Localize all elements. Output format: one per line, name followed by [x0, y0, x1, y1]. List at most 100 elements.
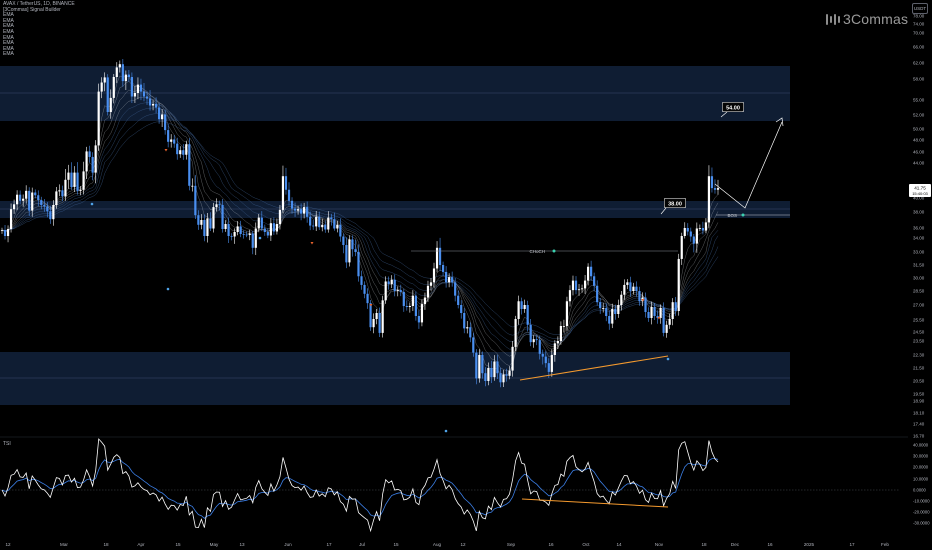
candle-body: [321, 224, 324, 228]
ema-line: [1, 89, 719, 366]
candle-body: [514, 319, 517, 347]
candle-body: [466, 327, 469, 329]
candle-body: [695, 228, 698, 244]
symbol-title[interactable]: AVAX / TetherUS, 1D, BINANCE: [3, 1, 75, 7]
candle-body: [22, 198, 25, 201]
candle-body: [133, 93, 137, 97]
time-tick-label: Apr: [137, 542, 145, 547]
resistance-zone: [0, 201, 790, 218]
candle-body: [493, 361, 496, 378]
price-tick-label: 25.50: [913, 318, 925, 323]
time-tick-label: Feb: [881, 542, 889, 547]
candle-body: [375, 313, 378, 319]
ema-label[interactable]: EMA: [3, 17, 14, 24]
tsi-panel: [0, 436, 908, 533]
candle-body: [460, 305, 463, 313]
candle-body: [157, 107, 161, 120]
candle-body: [602, 308, 605, 309]
candle-body: [230, 236, 233, 237]
target-callout-pointer: [720, 111, 728, 118]
candle-body: [254, 228, 257, 248]
candle-body: [408, 306, 411, 307]
currency-badge[interactable]: USDT: [912, 3, 928, 14]
candle-body: [417, 316, 421, 323]
candle-body: [73, 172, 76, 187]
ema-label[interactable]: EMA: [3, 28, 14, 35]
price-tick-label: 58.00: [913, 77, 925, 82]
candle-body: [127, 74, 130, 77]
time-tick-label: Nov: [655, 542, 664, 547]
candle-body: [535, 339, 538, 341]
candle-body: [179, 150, 182, 155]
candle-countdown: 15:40:03: [912, 191, 928, 196]
candle-body: [52, 205, 55, 220]
candle-body: [596, 285, 599, 303]
candle-body: [327, 217, 330, 230]
candle-body: [348, 239, 351, 263]
tsi-title[interactable]: TSI: [3, 441, 11, 447]
price-tick-label: 36.00: [913, 226, 925, 231]
buy-signal-marker: [166, 287, 170, 291]
sell-signal-marker: [641, 299, 645, 302]
indicator-name[interactable]: [3Commas] Signal Builder: [3, 6, 61, 13]
candle-body: [387, 281, 390, 285]
time-tick-label: 2025: [804, 542, 815, 547]
candle-body: [623, 284, 626, 295]
price-divergence-line: [519, 355, 669, 381]
candle-body: [118, 64, 121, 68]
signal-markers: [90, 149, 670, 433]
brand-logo: 3Commas: [826, 11, 908, 27]
candle-body: [3, 230, 7, 236]
candle-body: [170, 139, 173, 142]
candle-body: [293, 208, 297, 211]
time-tick-label: 12: [5, 542, 11, 547]
ema-label[interactable]: EMA: [3, 12, 14, 19]
candle-body: [303, 207, 306, 214]
candle-body: [167, 130, 170, 142]
candle-body: [674, 302, 677, 311]
candle-body: [115, 67, 118, 77]
price-tick-label: 27.00: [913, 303, 925, 308]
ema-label[interactable]: EMA: [3, 23, 14, 30]
price-tick-label: 30.00: [913, 276, 925, 281]
tsi-tick-label: -10.0000: [913, 499, 930, 504]
candle-body: [683, 228, 686, 236]
candle-body: [698, 228, 701, 229]
candle-body: [704, 222, 708, 231]
candle-body: [484, 373, 487, 381]
ema-line: [1, 102, 719, 350]
ema-label[interactable]: EMA: [3, 40, 14, 47]
candle-body: [212, 207, 215, 229]
candle-body: [541, 353, 544, 357]
time-tick-label: Jun: [284, 542, 292, 547]
ema-line: [1, 75, 719, 375]
candle-body: [354, 249, 357, 252]
candle-body: [82, 171, 85, 190]
candle-body: [224, 224, 227, 229]
candle-body: [668, 319, 671, 325]
candle-body: [306, 207, 309, 217]
candle-body: [553, 343, 556, 355]
candle-body: [626, 282, 629, 285]
candle-body: [218, 204, 221, 206]
choch-label: CHoCH: [529, 249, 545, 254]
candle-body: [644, 297, 647, 312]
candle-body: [351, 239, 354, 250]
candle-body: [9, 209, 13, 229]
candle-body: [227, 224, 230, 236]
candle-body: [236, 226, 239, 232]
candle-body: [25, 190, 28, 199]
candle-body: [206, 218, 209, 236]
price-tick-label: 28.50: [913, 289, 925, 294]
ema-label[interactable]: EMA: [3, 45, 14, 52]
candle-body: [511, 346, 514, 371]
ema-label[interactable]: EMA: [3, 51, 14, 58]
ema-line: [1, 113, 719, 339]
candle-body: [200, 220, 203, 225]
ema-label[interactable]: EMA: [3, 34, 14, 41]
candle-body: [586, 266, 590, 281]
candle-body: [438, 247, 442, 265]
candle-body: [396, 290, 399, 291]
candle-body: [393, 279, 396, 291]
